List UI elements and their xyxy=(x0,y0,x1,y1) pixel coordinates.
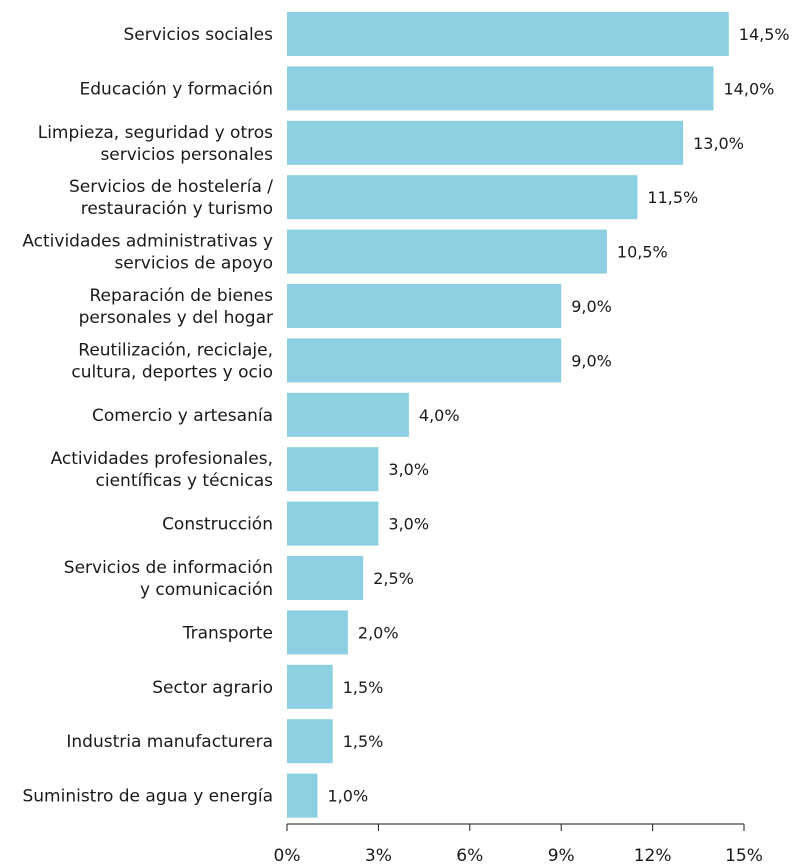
value-label: 3,0% xyxy=(388,460,429,479)
x-tick-label: 0% xyxy=(274,846,301,864)
category-label-line: servicios personales xyxy=(100,145,273,165)
category-label-line: Educación y formación xyxy=(80,79,273,99)
value-label: 14,0% xyxy=(724,79,775,98)
category-label: Educación y formación xyxy=(80,79,273,99)
value-label: 9,0% xyxy=(571,351,612,370)
category-label-line: restauración y turismo xyxy=(81,199,273,219)
category-label-line: Transporte xyxy=(182,623,273,643)
category-label: Servicios sociales xyxy=(123,25,273,45)
category-labels: Servicios sociales Educación y formación L… xyxy=(22,25,273,807)
bar xyxy=(287,12,729,56)
category-label-line: Construcción xyxy=(162,515,273,535)
category-label: Suministro de agua y energía xyxy=(22,787,273,807)
x-tick-label: 3% xyxy=(365,846,392,864)
category-label-line: cultura, deportes y ocio xyxy=(71,362,273,382)
value-labels: 14,5% 14,0% 13,0% 11,5% 10,5% 9,0% 9,0% 4,0% 3,0… xyxy=(328,25,790,806)
category-label-line: personales y del hogar xyxy=(79,308,273,328)
x-tick-label: 6% xyxy=(456,846,483,864)
category-label-line: Sector agrario xyxy=(152,678,273,698)
category-label: Industria manufacturera xyxy=(66,732,273,752)
bar xyxy=(287,284,562,328)
bar xyxy=(287,501,379,546)
category-label: Transporte xyxy=(182,623,273,643)
x-tick-label: 9% xyxy=(548,846,575,864)
category-label-line: Comercio y artesanía xyxy=(92,406,273,426)
value-label: 1,5% xyxy=(343,678,384,697)
x-tick-label: 15% xyxy=(725,846,763,864)
category-label-line: Servicios sociales xyxy=(123,25,273,45)
category-label: Limpieza, seguridad y otros servicios per… xyxy=(38,123,273,165)
value-label: 10,5% xyxy=(617,243,668,262)
value-label: 4,0% xyxy=(419,406,460,425)
category-label-line: Limpieza, seguridad y otros xyxy=(38,123,273,143)
category-label-line: Industria manufacturera xyxy=(66,732,273,752)
category-label: Reutilización, reciclaje, cultura, deport… xyxy=(71,340,273,382)
category-label: Sector agrario xyxy=(152,678,273,698)
category-label: Actividades profesionales, científicas y … xyxy=(51,449,274,491)
value-label: 1,5% xyxy=(343,732,384,751)
category-label: Servicios de información y comunicación xyxy=(64,558,273,600)
category-label-line: Servicios de hostelería / xyxy=(69,177,273,197)
category-label-line: servicios de apoyo xyxy=(114,254,273,274)
category-label-line: Actividades profesionales, xyxy=(51,449,273,469)
category-label-line: Servicios de información xyxy=(64,558,273,578)
category-label-line: Reparación de bienes xyxy=(90,286,274,306)
bar xyxy=(287,229,607,274)
value-label: 2,5% xyxy=(373,569,414,588)
bar xyxy=(287,664,333,709)
category-label-line: Actividades administrativas y xyxy=(22,232,273,252)
bar xyxy=(287,556,364,600)
category-label: Servicios de hostelería / restauración y … xyxy=(69,177,273,219)
category-label-line: Reutilización, reciclaje, xyxy=(78,340,273,360)
bar xyxy=(287,120,684,165)
bar xyxy=(287,610,348,655)
category-label-line: Suministro de agua y energía xyxy=(22,787,273,807)
bars-group xyxy=(287,12,729,818)
value-label: 14,5% xyxy=(739,25,790,44)
bar xyxy=(287,392,409,437)
category-label: Construcción xyxy=(162,515,273,535)
bar xyxy=(287,773,318,818)
value-label: 13,0% xyxy=(693,134,744,153)
bar xyxy=(287,447,379,492)
x-tick-label: 12% xyxy=(634,846,672,864)
x-axis: 0% 3% 6% 9% 12% 15% xyxy=(274,823,763,864)
category-label: Actividades administrativas y servicios d… xyxy=(22,232,273,274)
value-label: 1,0% xyxy=(328,787,369,806)
bar xyxy=(287,338,562,383)
value-label: 11,5% xyxy=(647,188,698,207)
category-label-line: y comunicación xyxy=(140,580,273,600)
value-label: 9,0% xyxy=(571,297,612,316)
category-label: Reparación de bienes personales y del hog… xyxy=(79,286,273,328)
value-label: 2,0% xyxy=(358,623,399,642)
bar xyxy=(287,175,638,220)
bar xyxy=(287,66,714,111)
category-label: Comercio y artesanía xyxy=(92,406,273,426)
value-label: 3,0% xyxy=(388,515,429,534)
category-label-line: científicas y técnicas xyxy=(96,471,274,491)
bar xyxy=(287,719,333,764)
